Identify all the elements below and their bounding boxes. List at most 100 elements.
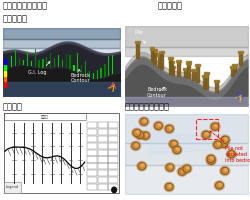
Circle shape	[214, 181, 224, 190]
Circle shape	[219, 139, 229, 149]
Circle shape	[207, 155, 215, 162]
Circle shape	[177, 167, 187, 176]
Bar	[233, 65, 236, 72]
Bar	[196, 119, 218, 139]
Bar	[87, 136, 97, 142]
Bar	[98, 150, 108, 156]
Circle shape	[165, 163, 175, 172]
Bar	[54, 58, 55, 67]
Bar	[98, 129, 108, 135]
Bar	[4, 76, 6, 81]
Circle shape	[207, 157, 215, 164]
Circle shape	[170, 165, 172, 168]
Bar	[204, 73, 208, 89]
Circle shape	[136, 131, 139, 133]
Bar	[195, 64, 200, 66]
Bar	[31, 61, 32, 66]
Bar	[183, 68, 188, 70]
Bar	[150, 47, 154, 50]
Circle shape	[214, 141, 222, 148]
Bar	[176, 60, 181, 62]
Bar	[19, 58, 20, 65]
Circle shape	[139, 117, 149, 126]
Circle shape	[182, 169, 185, 172]
Text: Bedrock
Contour: Bedrock Contour	[147, 87, 167, 98]
Bar	[81, 65, 82, 75]
Bar	[202, 75, 207, 77]
Bar	[108, 136, 118, 142]
Circle shape	[226, 149, 236, 159]
Bar	[15, 49, 16, 66]
Bar	[108, 177, 118, 183]
Bar	[168, 57, 173, 59]
Bar	[4, 113, 86, 120]
Bar	[87, 143, 97, 149]
Bar	[38, 60, 40, 68]
Bar	[136, 42, 139, 58]
Bar	[62, 60, 63, 67]
Bar	[104, 64, 106, 77]
Circle shape	[211, 158, 214, 161]
Text: 敵岩樁視像: 敵岩樁視像	[158, 1, 182, 10]
Circle shape	[153, 121, 164, 131]
Circle shape	[132, 128, 142, 138]
Circle shape	[139, 133, 142, 136]
Circle shape	[169, 185, 172, 187]
Circle shape	[221, 136, 229, 143]
Circle shape	[144, 119, 146, 122]
Bar	[108, 143, 118, 149]
Circle shape	[182, 164, 192, 174]
Circle shape	[210, 122, 220, 131]
Bar	[98, 177, 108, 183]
Bar	[98, 156, 108, 163]
Bar	[4, 59, 6, 64]
Circle shape	[220, 135, 230, 145]
Bar	[58, 55, 59, 67]
Bar	[87, 170, 97, 176]
Bar	[108, 184, 118, 190]
Text: Bedrock
Contour: Bedrock Contour	[71, 69, 91, 83]
Bar	[169, 61, 173, 63]
Circle shape	[158, 124, 161, 126]
Circle shape	[165, 183, 173, 191]
Bar	[98, 184, 108, 190]
Bar	[186, 61, 191, 64]
Bar	[196, 65, 198, 82]
Circle shape	[176, 148, 179, 150]
Circle shape	[173, 146, 181, 154]
Circle shape	[201, 130, 211, 140]
Circle shape	[141, 164, 144, 167]
Bar	[50, 53, 51, 68]
Bar	[177, 61, 180, 76]
Bar	[108, 150, 118, 156]
Bar	[42, 59, 43, 68]
Bar	[108, 163, 118, 169]
Bar	[204, 72, 208, 74]
Bar	[158, 55, 161, 67]
Bar	[232, 64, 237, 66]
Circle shape	[136, 131, 144, 139]
Bar	[230, 66, 235, 68]
Circle shape	[210, 157, 214, 159]
Bar	[87, 122, 97, 128]
Bar	[96, 70, 98, 79]
Circle shape	[206, 133, 208, 135]
Circle shape	[168, 139, 179, 149]
Bar	[4, 65, 6, 70]
Bar	[87, 156, 97, 163]
Circle shape	[154, 122, 162, 130]
Bar	[150, 49, 154, 61]
Text: G.I. Log: G.I. Log	[28, 61, 50, 75]
Bar	[214, 80, 219, 82]
Bar	[215, 81, 218, 92]
Circle shape	[172, 145, 182, 155]
Circle shape	[212, 140, 223, 149]
Bar	[98, 136, 108, 142]
Text: 平面圖則: 平面圖則	[2, 102, 22, 111]
Bar	[98, 163, 108, 169]
Bar	[4, 71, 6, 76]
Circle shape	[170, 140, 177, 148]
Circle shape	[173, 142, 176, 145]
Bar	[73, 65, 74, 71]
Bar	[98, 143, 108, 149]
